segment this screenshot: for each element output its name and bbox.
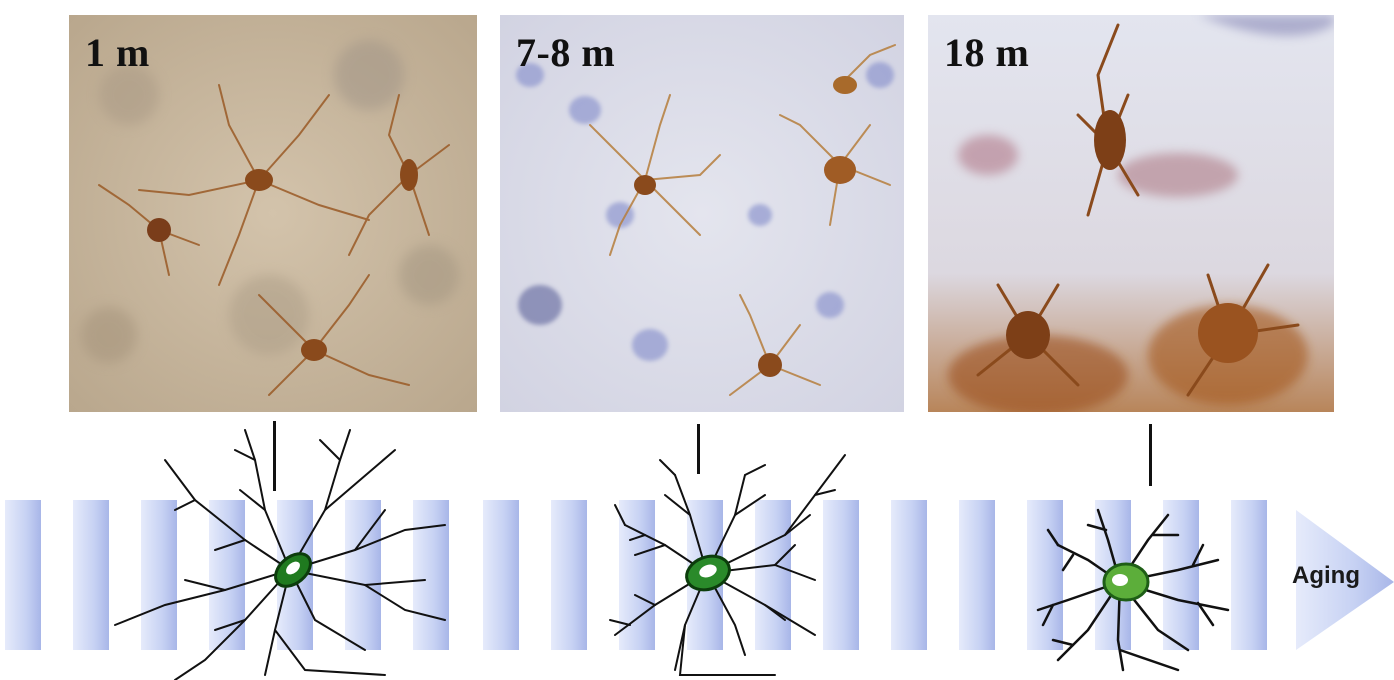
micrograph-1-month-image bbox=[69, 15, 477, 412]
connector-tick-18m bbox=[1149, 424, 1152, 486]
micrograph-1-month: 1 m bbox=[69, 15, 477, 412]
timeline-arrowhead bbox=[1296, 510, 1394, 650]
panel-label-7-8m: 7-8 m bbox=[516, 30, 616, 75]
intermediate-microglia-drawing bbox=[609, 454, 846, 676]
connector-tick-7-8m bbox=[697, 424, 700, 474]
panel-label-18m: 18 m bbox=[944, 30, 1030, 75]
aging-timeline bbox=[5, 500, 1394, 650]
ramified-microglia-drawing bbox=[114, 429, 446, 680]
panel-label-1m: 1 m bbox=[85, 30, 150, 75]
hypertrophic-microglia-drawing bbox=[1036, 508, 1230, 672]
connector-tick-1m bbox=[273, 421, 276, 491]
micrograph-7-8-months: 7-8 m bbox=[500, 15, 904, 412]
timeline-bars bbox=[5, 500, 1267, 650]
micrograph-7-8-months-image bbox=[500, 15, 904, 412]
aging-label: Aging bbox=[1292, 562, 1360, 589]
micrograph-18-months-image bbox=[928, 15, 1334, 412]
micrograph-18-months: 18 m bbox=[928, 15, 1334, 412]
